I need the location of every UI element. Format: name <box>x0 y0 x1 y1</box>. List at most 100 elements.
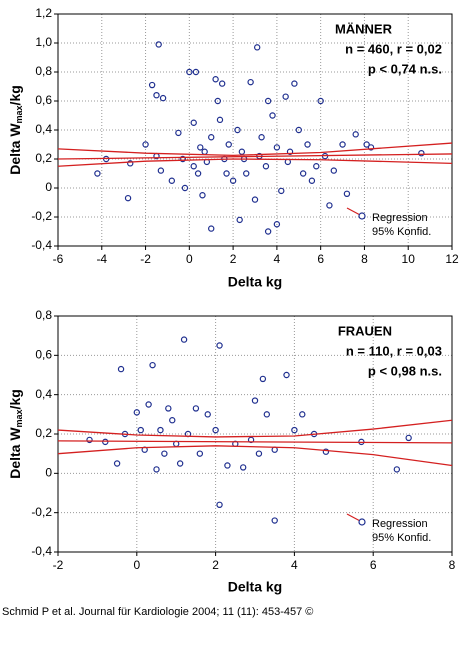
data-point <box>86 436 93 444</box>
data-point <box>343 190 351 197</box>
x-tick-label: 10 <box>402 252 416 266</box>
y-tick-label: 0,8 <box>35 64 52 78</box>
data-point <box>165 405 172 412</box>
data-point <box>234 126 241 134</box>
legend-label: 95% Konfid. <box>372 532 431 544</box>
data-point <box>255 450 263 457</box>
data-point <box>176 460 184 467</box>
data-point <box>186 68 193 76</box>
data-point <box>283 371 290 379</box>
data-point <box>258 134 265 141</box>
data-point <box>208 225 215 232</box>
data-point <box>218 80 226 87</box>
data-point <box>304 141 311 148</box>
data-point <box>225 141 232 148</box>
data-point <box>278 187 285 195</box>
source: Schmid P et al. Journal für Kardiologie … <box>2 606 313 618</box>
data-point <box>262 163 270 170</box>
x-tick-label: 8 <box>361 252 368 266</box>
data-point <box>339 141 346 148</box>
data-point <box>216 116 224 124</box>
data-point <box>322 448 330 455</box>
y-label-main: Delta W <box>7 123 23 175</box>
y-label-tail: /kg <box>7 389 23 409</box>
data-point <box>282 93 289 100</box>
data-point <box>175 129 182 137</box>
data-point <box>212 76 219 83</box>
y-tick-label: 0,4 <box>35 122 52 136</box>
data-point <box>393 466 401 473</box>
data-point <box>299 411 306 418</box>
data-point <box>201 148 208 155</box>
data-point <box>197 144 204 151</box>
y-tick-label: -0,4 <box>31 238 52 252</box>
data-point <box>196 450 204 457</box>
data-point <box>194 170 202 177</box>
legend-marker <box>358 518 366 526</box>
data-point <box>153 91 160 99</box>
data-point <box>363 141 370 148</box>
data-point <box>238 148 246 155</box>
data-point <box>208 134 215 141</box>
data-point <box>142 141 149 148</box>
data-point <box>169 417 176 424</box>
x-tick-label: -6 <box>53 252 64 266</box>
confidence-lower <box>57 158 453 167</box>
data-point <box>273 144 281 151</box>
legend-marker <box>358 212 366 220</box>
data-point <box>94 170 101 177</box>
data-point <box>239 464 247 471</box>
x-tick-label: 0 <box>133 558 140 572</box>
y-tick-label: 1,2 <box>35 6 52 20</box>
x-tick-label: -2 <box>53 558 64 572</box>
data-point <box>127 160 134 167</box>
y-label-main: Delta W <box>7 427 23 479</box>
data-point <box>113 460 121 467</box>
plot-frame <box>57 315 453 553</box>
regression-line <box>57 440 453 444</box>
x-tick-label: 2 <box>212 558 219 572</box>
data-point <box>264 97 272 105</box>
y-label-tail: /kg <box>7 85 23 105</box>
y-tick-label: -0,2 <box>31 505 52 519</box>
data-point <box>247 436 255 444</box>
data-point <box>192 68 200 76</box>
legend-label: Regression <box>372 212 428 224</box>
annotation: n = 110, r = 0,03 <box>346 343 442 358</box>
data-point <box>251 196 259 203</box>
data-point <box>263 411 271 418</box>
data-point <box>212 426 219 434</box>
data-point <box>326 202 333 209</box>
confidence-upper <box>57 419 453 438</box>
annotation: n = 460, r = 0,02 <box>345 41 442 56</box>
data-point <box>157 167 165 174</box>
data-point <box>223 170 230 177</box>
data-point <box>264 228 272 235</box>
y-axis-label: Delta Wmax/kg <box>7 389 25 479</box>
data-point <box>286 148 294 155</box>
data-point <box>295 126 302 134</box>
data-point <box>291 80 298 87</box>
data-point <box>299 170 307 177</box>
data-point <box>216 342 223 349</box>
data-point <box>204 411 211 418</box>
confidence-lower <box>57 445 453 467</box>
y-label-sub: max <box>14 105 24 123</box>
data-point <box>243 170 250 177</box>
annotation: p < 0,74 n.s. <box>368 61 442 76</box>
data-point <box>149 361 156 369</box>
y-tick-label: -0,4 <box>31 544 52 558</box>
data-point <box>155 41 162 48</box>
x-tick-label: 6 <box>370 558 377 572</box>
data-point <box>291 426 298 434</box>
data-point <box>236 216 243 224</box>
data-point <box>317 97 324 105</box>
data-point <box>418 149 425 157</box>
x-tick-label: 4 <box>274 252 281 266</box>
data-point <box>192 405 200 412</box>
x-tick-label: 4 <box>291 558 298 572</box>
x-tick-label: 0 <box>186 252 193 266</box>
plot-frame <box>57 13 453 247</box>
y-tick-label: 0,4 <box>35 387 52 401</box>
